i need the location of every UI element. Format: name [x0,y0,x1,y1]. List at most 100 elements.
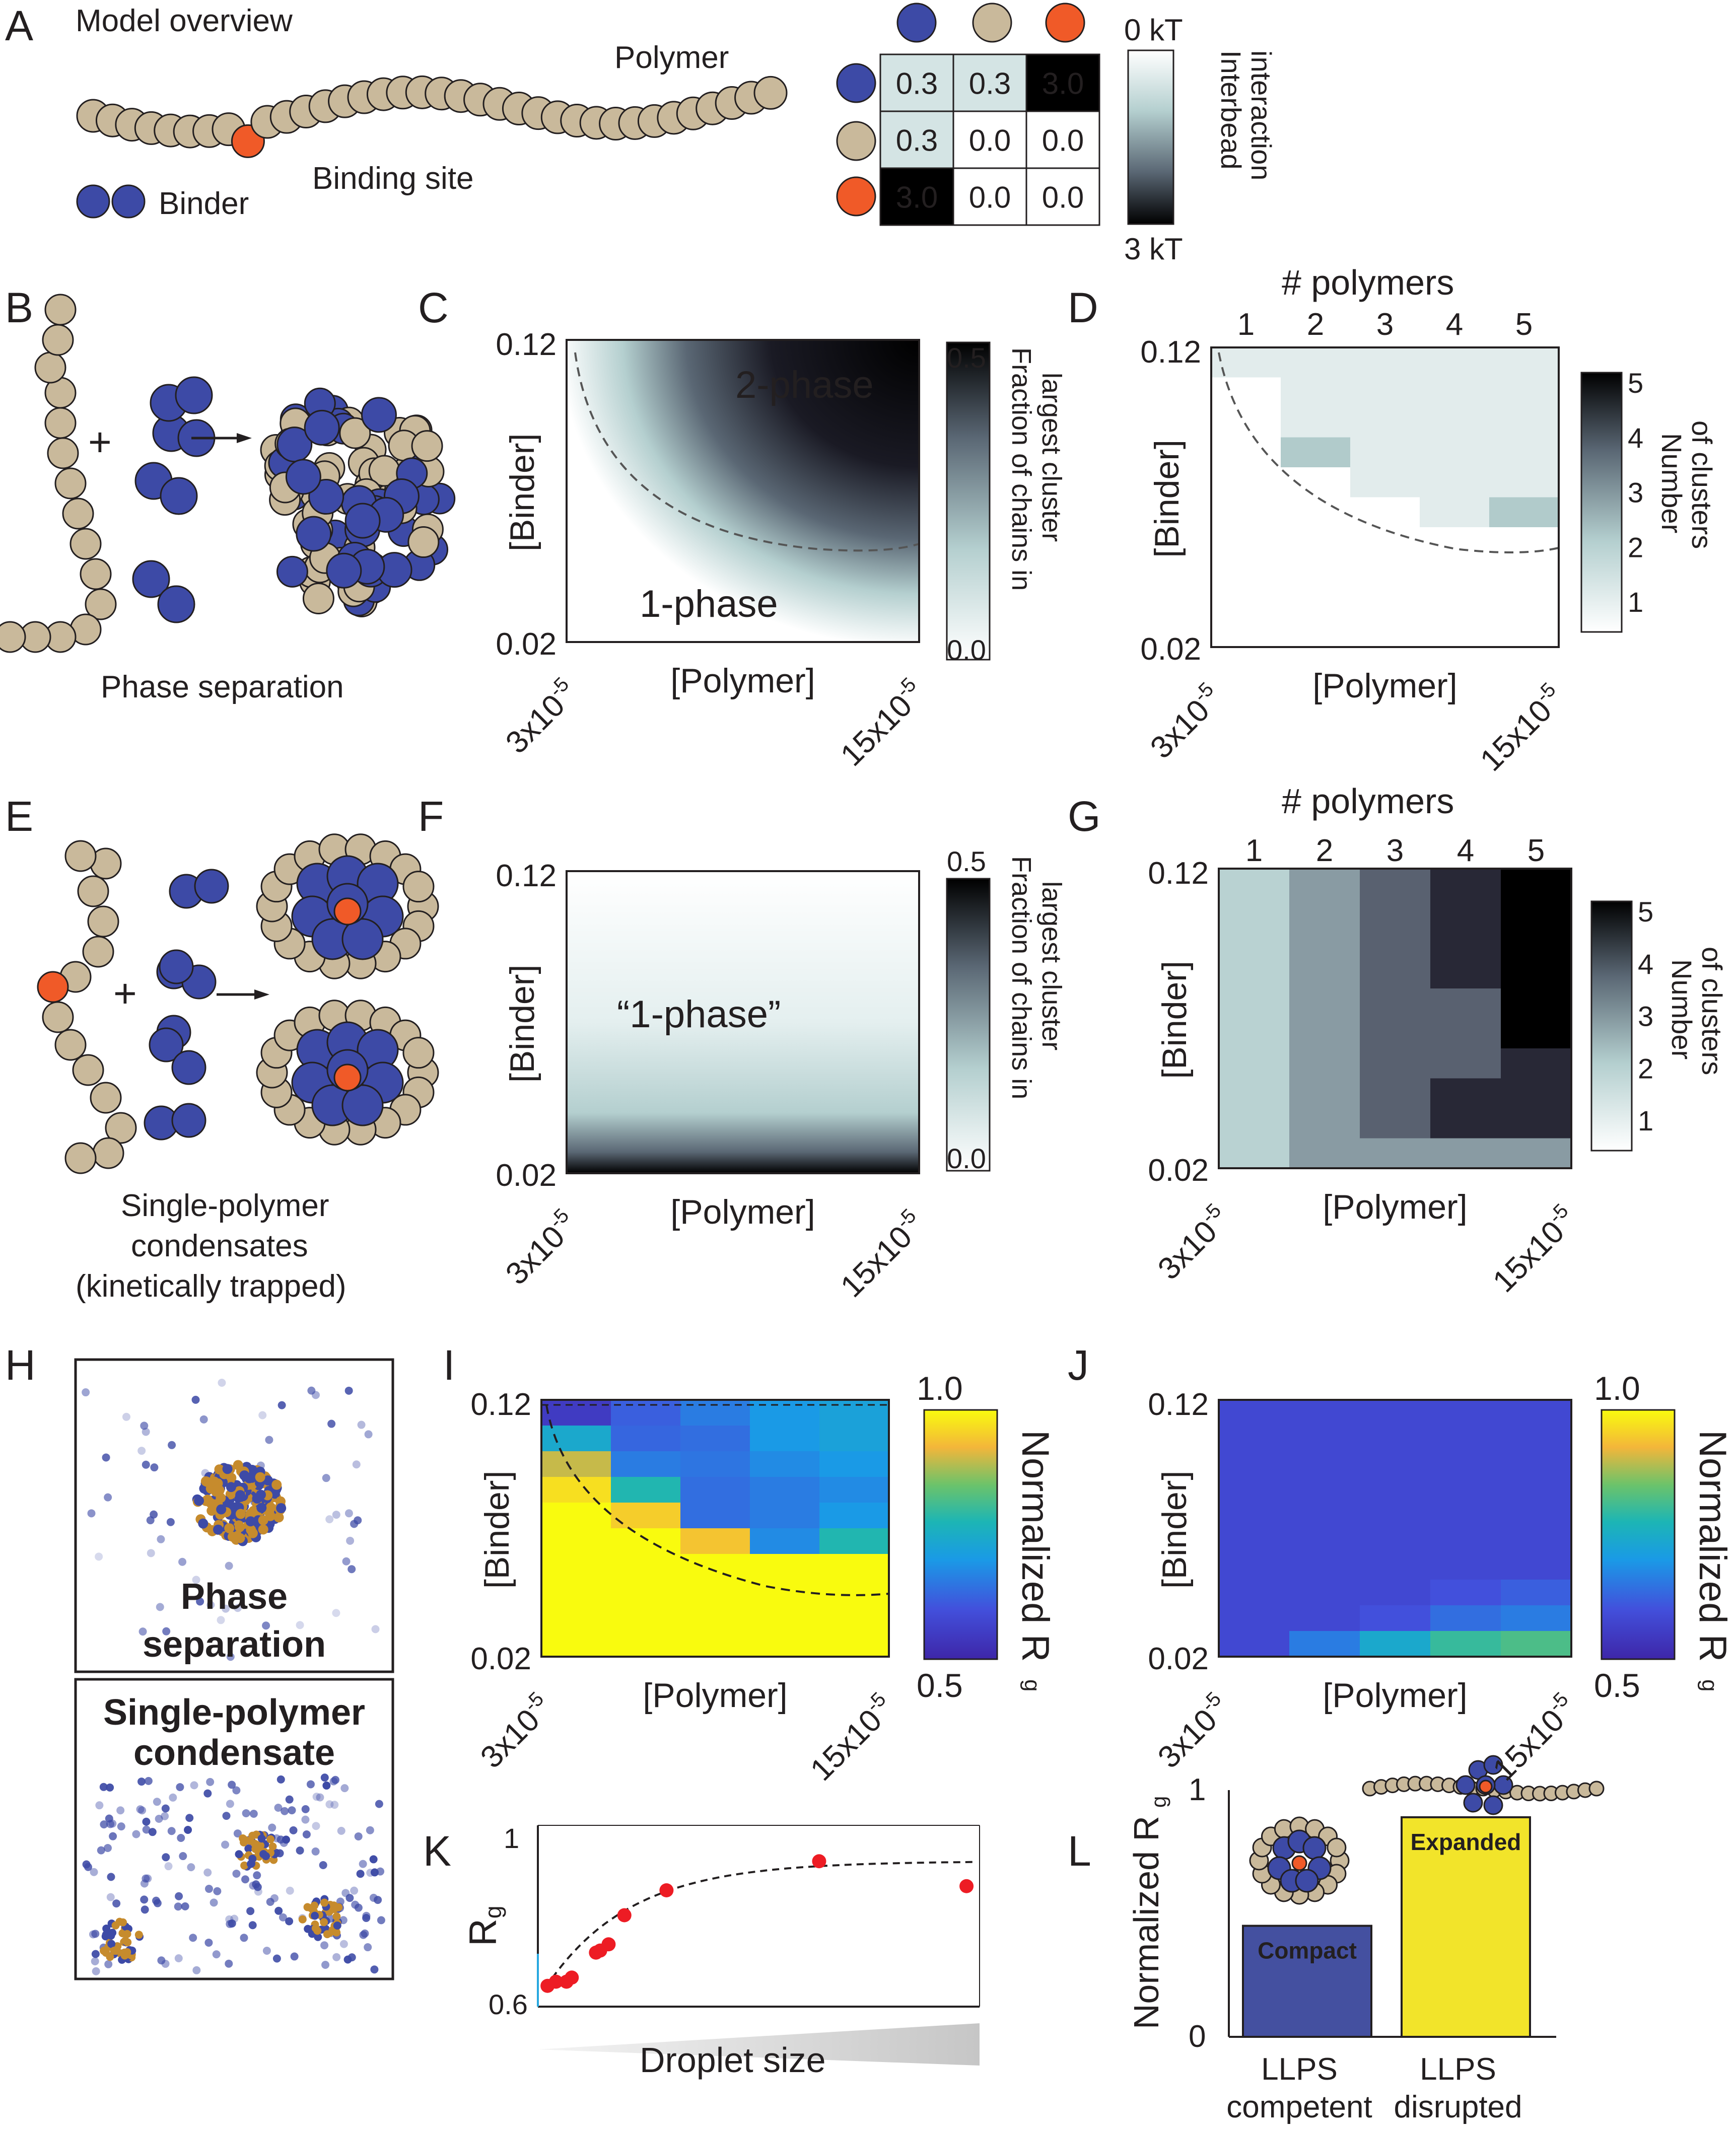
heatmap-cell [1281,467,1351,498]
free-binder-particle [345,1894,354,1902]
heatmap-cell [1360,1605,1431,1631]
matrix-col-polymer-icon [972,3,1012,43]
free-binder-particle [375,1800,383,1808]
heatmap-cell [1219,929,1290,959]
free-binder-particle [357,1421,366,1429]
heatmap-cell [1501,898,1572,929]
matrix-col-binder-icon [896,3,937,43]
free-binder-particle [226,1800,234,1808]
x-axis-label: [Polymer] [1323,1676,1467,1715]
free-binder-particle [142,1817,151,1826]
y-tick-top: 0.12 [1148,1387,1209,1422]
heatmap-cell [611,1503,681,1529]
condensate-binder [341,1084,384,1126]
free-binder-particle [346,1536,355,1545]
matrix-cell-value: 3.0 [1042,67,1084,101]
matrix-row-polymer-icon [836,121,876,161]
matrix-row-site-icon [836,176,876,217]
interaction-colorbar [1127,49,1174,225]
polymer-bead [72,1054,104,1086]
colorbar-bottom-label: 3 kT [1124,232,1183,266]
heatmap-cell [1430,1528,1501,1554]
y-axis-label: [Binder] [1148,440,1186,557]
h-bottom-label-1: Single-polymer [103,1692,365,1733]
free-binder-particle [117,1822,125,1831]
heatmap-cell [1360,1528,1431,1554]
x-tick-right-exponent: -5 [892,673,920,701]
heatmap-cell [680,1528,750,1554]
panel-letter-e: E [5,793,33,840]
free-binder-particle [157,1535,165,1543]
matrix-cell-value: 0.0 [969,124,1011,158]
x-tick-left: 3x10-5 [1142,678,1229,765]
polymer-bead [62,498,94,530]
free-binder-particle [106,1893,115,1901]
free-binder-particle [319,1861,327,1869]
colorbar-g-tick: 4 [1638,948,1653,980]
polymer-bead [64,840,97,872]
y-axis-label: [Binder] [1155,961,1194,1079]
polymer-bead [42,324,74,356]
matrix-row-binder-icon [836,63,876,103]
caption-e-1: Single-polymer [121,1188,329,1223]
free-binder-particle [97,1846,105,1855]
polymer-bead [64,1142,97,1174]
free-binder-particle [262,1621,270,1630]
single-polymer-cluster-particle [102,1924,111,1933]
l-bar [1242,1925,1372,2038]
free-binder-particle [104,1960,113,1968]
free-binder-particle [329,1777,338,1786]
binder-bead [171,1103,206,1138]
colorbar-d-tick: 4 [1628,422,1643,454]
free-binder-particle [109,1832,117,1840]
heatmap-cell [680,1451,750,1477]
free-binder-particle [175,1892,183,1900]
x-tick-right-exponent: -5 [892,1204,920,1233]
heatmap-cell [819,1451,889,1477]
heatmap-cell [1289,1554,1360,1580]
heatmap-cell [1211,407,1281,438]
free-binder-particle [153,1798,161,1806]
single-polymer-cluster-particle [298,1915,307,1924]
heatmap-cell [1430,898,1501,929]
free-binder-particle [92,1967,100,1975]
heatmap-cell [1281,587,1351,617]
expanded-chain-bead [1588,1781,1605,1797]
polymer-bead [92,1137,124,1169]
heatmap-cell [1219,1528,1290,1554]
free-binder-particle [140,1879,149,1888]
heatmap-cell [750,1503,820,1529]
x-tick-right-exponent: -5 [1544,1688,1572,1716]
heatmap-cell [1289,958,1360,989]
polymer-bead [753,76,788,110]
heatmap-cell [611,1528,681,1554]
heatmap-cell [1430,1400,1501,1426]
condensate-binder [1302,1836,1327,1860]
binder-bead [171,1050,206,1085]
g-top-tick: 2 [1316,833,1333,868]
g-top-tick: 5 [1527,833,1545,868]
heatmap-cell [1281,407,1351,438]
single-polymer-cluster-particle [314,1933,322,1941]
free-binder-particle [187,1863,195,1872]
k-fit-curve [544,1861,978,1989]
k-xlabel: Droplet size [640,2040,826,2080]
free-binder-particle [274,1906,283,1915]
free-binder-particle [296,1621,304,1629]
cluster-particle [206,1506,217,1516]
free-binder-particle [288,1806,296,1815]
y-tick-bottom: 0.02 [496,1158,557,1193]
heatmap-cell [680,1580,750,1606]
single-polymer-cluster-particle [311,1911,319,1920]
free-binder-particle [301,1805,310,1813]
single-polymer-cluster-particle [106,1953,114,1961]
binder-bead [111,184,146,219]
binding-site-bead [37,971,69,1003]
free-binder-particle [155,1814,163,1823]
single-polymer-cluster-particle [259,1850,268,1859]
free-binder-particle [321,1960,330,1969]
single-polymer-condensate-bottom [256,1000,439,1146]
free-binder-particle [192,1966,201,1974]
x-axis-label: [Polymer] [643,1676,787,1715]
cluster-particle [213,1524,224,1535]
